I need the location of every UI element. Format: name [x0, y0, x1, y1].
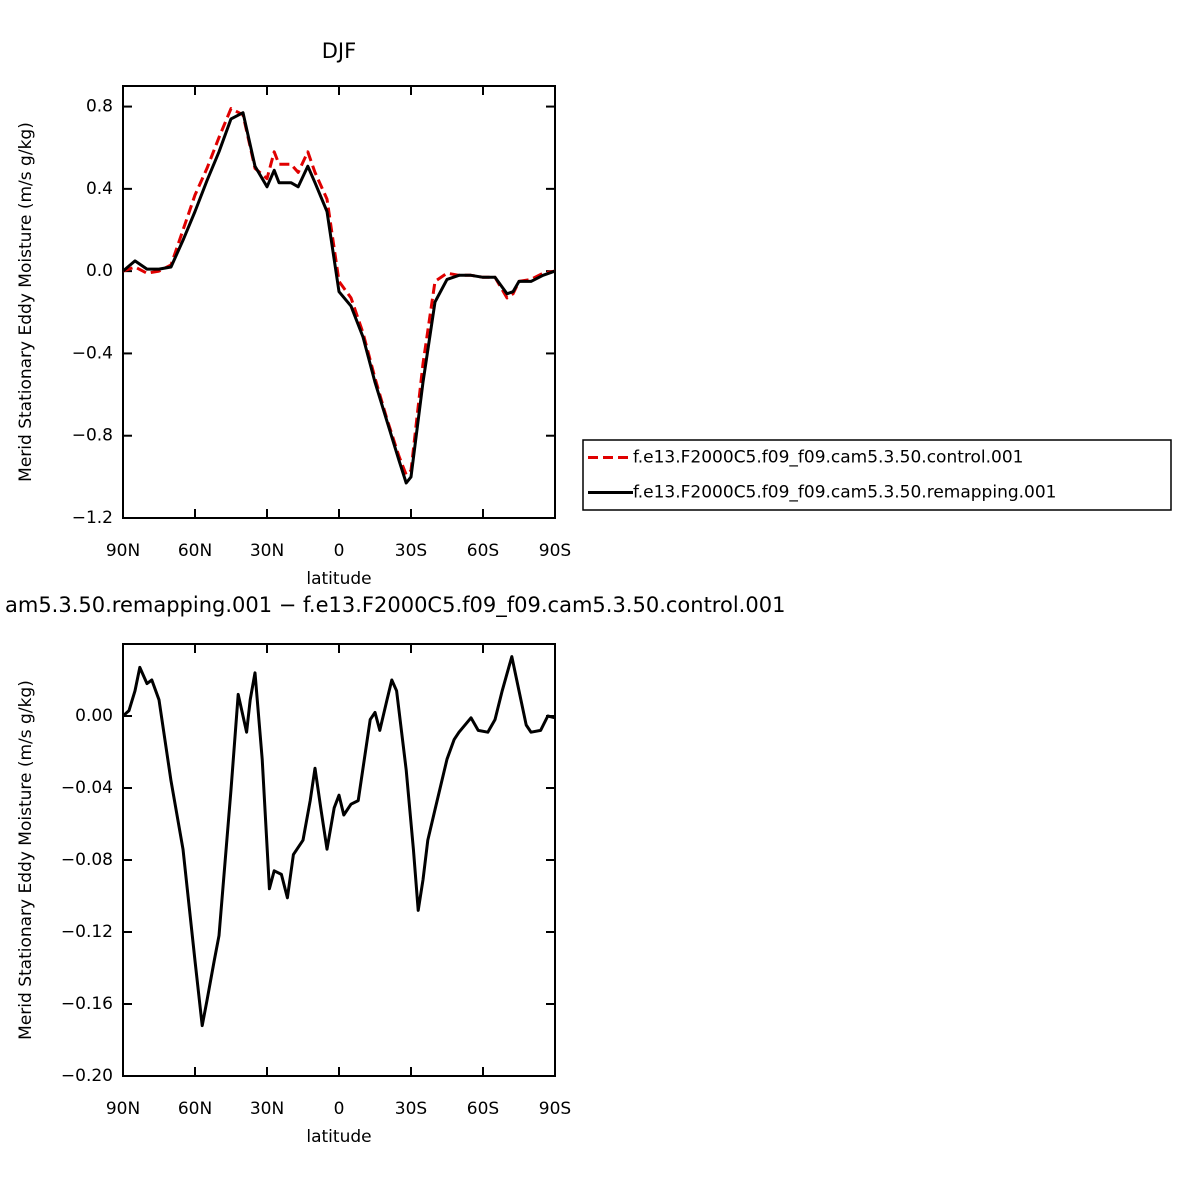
y-tick-label: 0.0 [86, 261, 113, 281]
x-tick-label: 60N [178, 541, 212, 561]
x-tick-label: 90N [106, 1099, 140, 1119]
y-tick-label: −0.8 [72, 426, 113, 446]
data-line [121, 655, 556, 1028]
x-tick-label: 30N [250, 1099, 284, 1119]
data-line [122, 111, 556, 485]
chart-title: am5.3.50.remapping.001 − f.e13.F2000C5.f… [5, 593, 785, 618]
y-tick-label: −0.12 [61, 922, 113, 942]
chart-title: DJF [322, 39, 356, 63]
x-tick-label: 0 [334, 1099, 345, 1119]
y-axis-label: Merid Stationary Eddy Moisture (m/s g/kg… [16, 122, 36, 482]
x-tick-label: 60N [178, 1099, 212, 1119]
x-tick-label: 90S [539, 1099, 571, 1119]
x-tick-label: 90S [539, 541, 571, 561]
y-axis-label: Merid Stationary Eddy Moisture (m/s g/kg… [16, 680, 36, 1040]
legend-label: f.e13.F2000C5.f09_f09.cam5.3.50.control.… [633, 448, 1024, 468]
x-tick-label: 60S [467, 541, 499, 561]
x-axis-label: latitude [306, 1127, 371, 1147]
x-tick-label: 30S [395, 1099, 427, 1119]
y-tick-label: −0.4 [72, 343, 113, 363]
y-tick-label: 0.4 [86, 179, 113, 199]
x-axis-label: latitude [306, 569, 371, 589]
plot-frame [122, 85, 556, 519]
y-tick-label: −1.2 [72, 508, 113, 528]
legend-label: f.e13.F2000C5.f09_f09.cam5.3.50.remappin… [633, 483, 1057, 503]
y-tick-label: −0.08 [61, 850, 113, 870]
y-tick-label: −0.16 [61, 994, 113, 1014]
x-tick-label: 0 [334, 541, 345, 561]
y-tick-label: 0.00 [75, 706, 113, 726]
y-tick-label: 0.8 [86, 97, 113, 117]
y-tick-label: −0.04 [61, 778, 113, 798]
x-tick-label: 60S [467, 1099, 499, 1119]
x-tick-label: 90N [106, 541, 140, 561]
x-tick-label: 30S [395, 541, 427, 561]
x-tick-label: 30N [250, 541, 284, 561]
y-tick-label: −0.20 [61, 1066, 113, 1086]
legend-box [582, 439, 1172, 511]
plot-frame [122, 643, 556, 1077]
